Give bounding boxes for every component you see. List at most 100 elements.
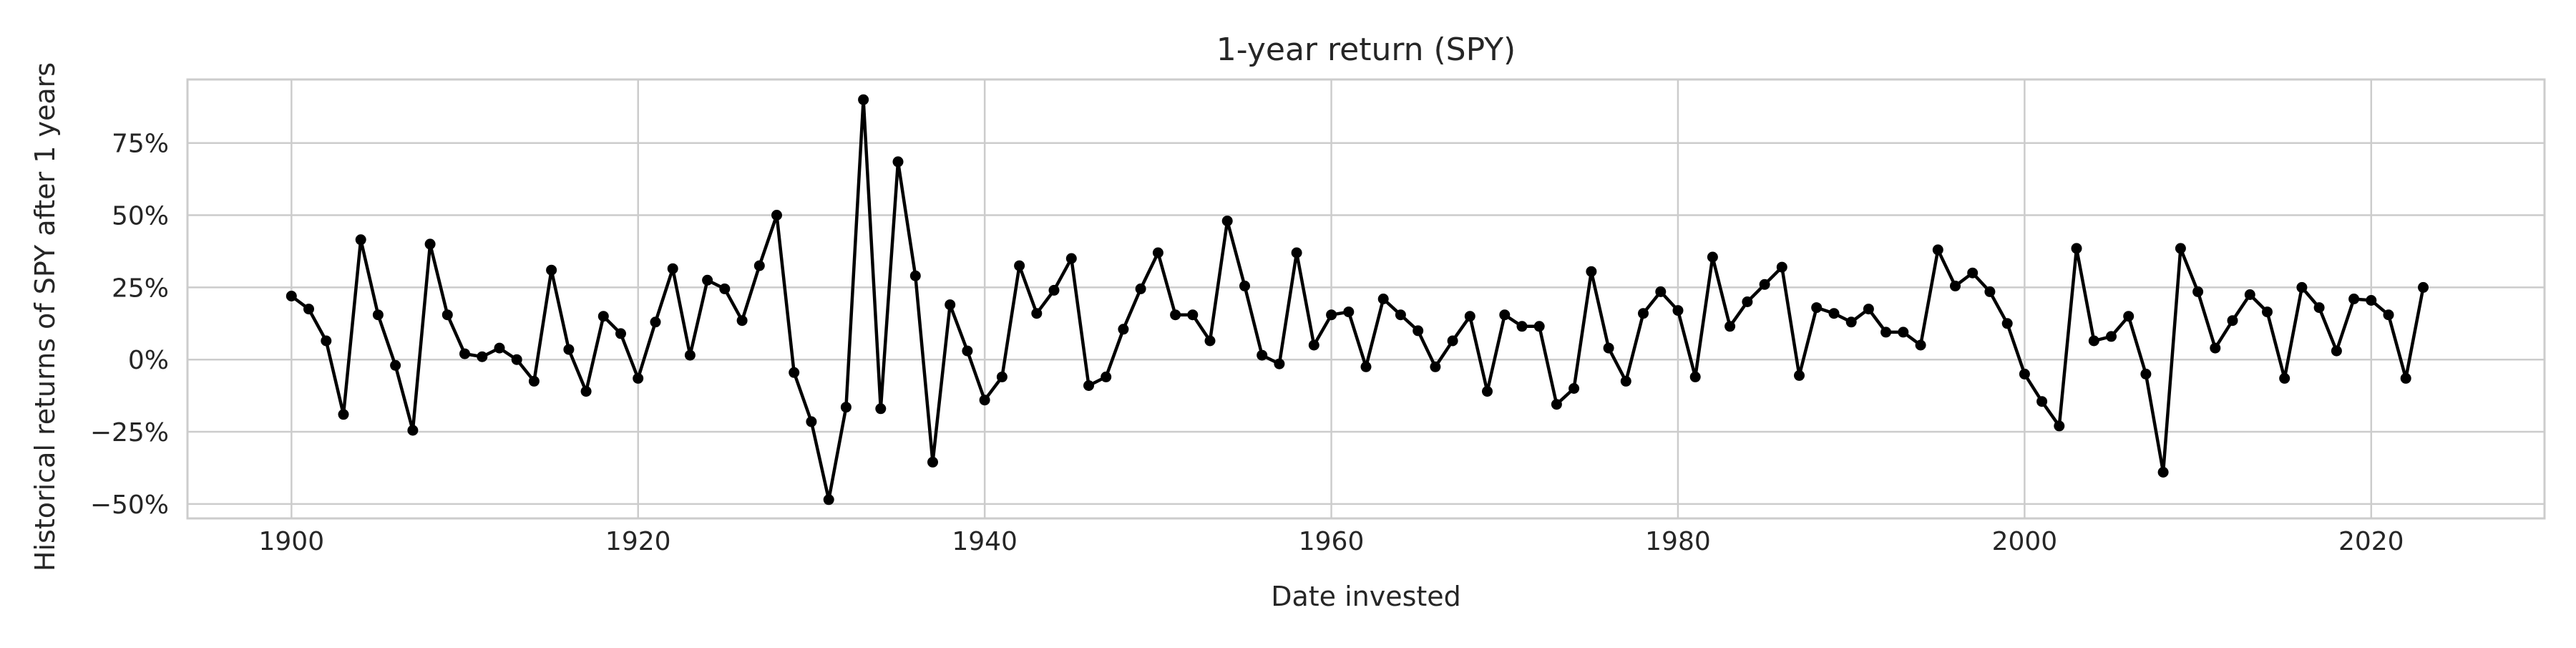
data-point [650, 316, 661, 328]
y-tick-label: −50% [90, 490, 169, 520]
data-point [494, 342, 505, 354]
x-tick-label: 2020 [2338, 527, 2404, 556]
data-point [789, 367, 800, 378]
data-point [1118, 324, 1129, 335]
series-line [290, 97, 2425, 502]
series-points [286, 94, 2429, 506]
data-point [1516, 321, 1528, 332]
data-point [823, 494, 834, 506]
data-point [1291, 247, 1302, 258]
data-point [1863, 304, 1874, 315]
data-point [945, 299, 956, 311]
data-point [2001, 318, 2013, 329]
y-axis-label: Historical returns of SPY after 1 years [29, 62, 61, 571]
data-point [321, 335, 332, 347]
x-tick-label: 1960 [1299, 527, 1365, 556]
data-point [1603, 342, 1614, 354]
data-point [2054, 420, 2065, 432]
data-point [338, 409, 349, 420]
data-point [875, 403, 887, 415]
data-point [424, 238, 436, 250]
data-point [2244, 289, 2255, 300]
y-tick-label: −25% [90, 418, 169, 448]
data-point [2140, 368, 2152, 379]
data-point [2123, 311, 2135, 322]
data-point [1239, 280, 1250, 291]
data-point [1014, 260, 1025, 271]
data-point [909, 270, 921, 281]
data-point [2331, 345, 2342, 357]
data-point [459, 348, 470, 359]
y-tick-label: 0% [128, 346, 169, 375]
data-point [2383, 309, 2394, 321]
data-point [390, 359, 401, 371]
data-point [303, 304, 314, 315]
data-point [1898, 327, 1909, 338]
data-point [1551, 399, 1562, 410]
data-point [1152, 247, 1163, 258]
data-point [1065, 253, 1077, 264]
data-point [597, 311, 609, 322]
data-point [2366, 295, 2377, 306]
data-point [927, 456, 938, 468]
data-point [1360, 361, 1372, 372]
data-point [1915, 339, 1926, 351]
data-point [1447, 335, 1458, 347]
data-point [563, 344, 575, 355]
data-point [1170, 309, 1181, 321]
data-point [2071, 243, 2082, 254]
data-point [684, 349, 696, 361]
data-point [702, 274, 713, 286]
data-point [1204, 335, 1216, 347]
data-point [477, 351, 488, 362]
data-point [372, 309, 384, 321]
data-point [1880, 327, 1892, 338]
data-point [2400, 372, 2411, 384]
data-point [1967, 267, 1979, 279]
data-point [1464, 311, 1475, 322]
data-point [1430, 361, 1441, 372]
data-point [1533, 321, 1545, 332]
data-point [1413, 325, 1424, 337]
data-point [858, 94, 869, 105]
data-point [892, 156, 904, 168]
data-point [1811, 302, 1823, 314]
data-point [1620, 375, 1631, 387]
x-tick-label: 1920 [605, 527, 671, 556]
data-point [996, 371, 1008, 382]
data-point [1482, 386, 1493, 397]
data-point [719, 283, 731, 294]
data-point [2296, 281, 2308, 293]
data-point [1776, 261, 1787, 273]
data-point [2157, 467, 2169, 478]
plot-frame [186, 78, 2546, 520]
data-point [1932, 244, 1943, 256]
data-point [1845, 316, 1857, 328]
data-point [1655, 286, 1667, 297]
data-point [441, 309, 453, 321]
y-tick-label: 75% [112, 130, 169, 159]
data-point [1257, 349, 1268, 361]
data-point [1984, 286, 1996, 297]
data-point [528, 375, 540, 387]
y-axis-ticks: −50% −25% 0% 25% 50% 75% [90, 130, 169, 520]
data-point [355, 234, 366, 246]
data-point [2418, 281, 2429, 293]
data-point [1742, 296, 1753, 307]
chart-title: 1-year return (SPY) [1216, 32, 1516, 68]
data-point [407, 425, 419, 436]
data-point [1083, 380, 1094, 391]
data-point [771, 210, 782, 221]
data-point [1377, 294, 1389, 304]
x-tick-label: 1980 [1645, 527, 1711, 556]
data-point [1048, 284, 1060, 296]
data-point [1326, 309, 1337, 321]
data-point [1308, 339, 1319, 351]
data-point [2262, 306, 2273, 318]
grid-layer [187, 79, 2545, 518]
y-tick-label: 50% [112, 202, 169, 231]
data-point [1499, 309, 1511, 321]
data-point [2313, 302, 2325, 314]
data-point [2036, 396, 2048, 407]
